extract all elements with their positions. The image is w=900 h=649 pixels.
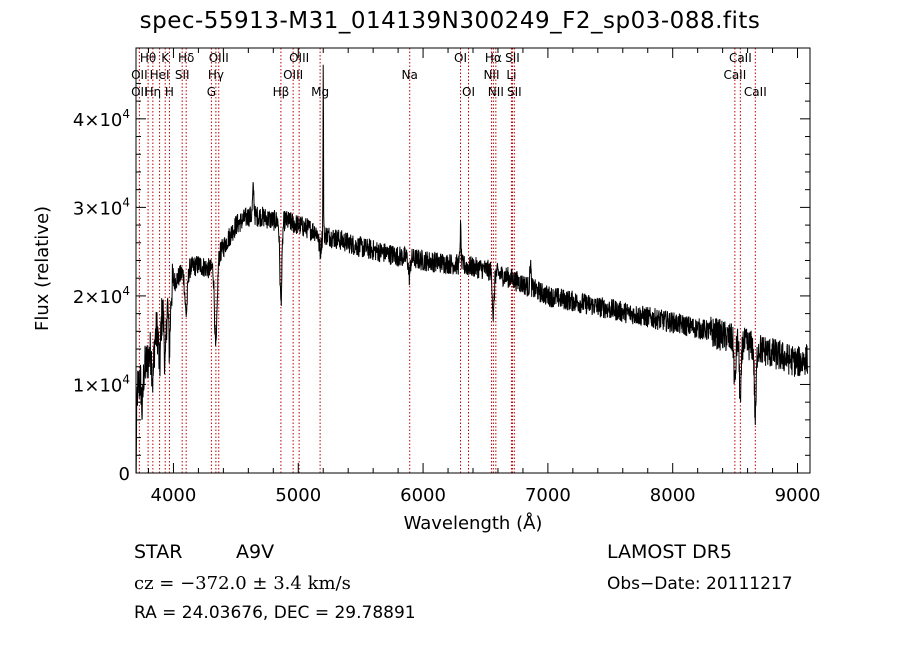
- y-tick-label: 0: [119, 464, 130, 485]
- x-axis-label: Wavelength (Å): [404, 512, 543, 534]
- line-marker-label: NII: [483, 68, 499, 82]
- line-marker-label: Mg: [311, 85, 329, 99]
- line-marker-label: OIII: [289, 51, 309, 65]
- spectrum-line: [135, 64, 808, 474]
- line-marker-label: OI: [454, 51, 467, 65]
- object-subclass: A9V: [236, 541, 275, 563]
- y-axis-label: Flux (relative): [32, 206, 53, 331]
- x-tick-label: 8000: [650, 485, 696, 506]
- y-tick-label: 1×104: [73, 372, 130, 396]
- line-marker-label: HeI: [150, 68, 170, 82]
- line-marker-label: CaII: [729, 51, 752, 65]
- line-marker-label: NII: [488, 85, 504, 99]
- line-marker-label: OIII: [209, 51, 229, 65]
- line-marker-label: OII: [131, 68, 148, 82]
- line-marker-label: SII: [507, 85, 522, 99]
- line-marker-label: OI: [462, 85, 475, 99]
- x-tick-label: 4000: [151, 485, 197, 506]
- x-tick-label: 7000: [525, 485, 571, 506]
- line-marker-label: OIII: [283, 68, 303, 82]
- x-tick-label: 9000: [775, 485, 821, 506]
- x-tick-label: 6000: [400, 485, 446, 506]
- line-marker-label: SII: [175, 68, 190, 82]
- y-tick-label: 3×104: [73, 195, 130, 219]
- survey-name: LAMOST DR5: [607, 541, 732, 563]
- line-marker-label: Hθ: [140, 51, 156, 65]
- x-tick-label: 5000: [275, 485, 321, 506]
- line-markers: [138, 48, 756, 473]
- chart-title: spec-55913-M31_014139N300249_F2_sp03-088…: [139, 8, 761, 34]
- line-marker-label: CaII: [744, 85, 767, 99]
- line-marker-label: H: [165, 85, 174, 99]
- line-marker-label: Na: [402, 68, 418, 82]
- observation-date: Obs−Date: 20111217: [607, 574, 793, 594]
- object-class: STAR: [134, 541, 183, 563]
- redshift-cz: cz = −372.0 ± 3.4 km/s: [134, 573, 351, 594]
- ra-dec-coordinates: RA = 24.03676, DEC = 29.78891: [134, 603, 416, 623]
- line-marker-label: Hβ: [273, 85, 290, 99]
- y-tick-label: 2×104: [73, 284, 130, 308]
- line-marker-label: Hη: [145, 85, 162, 99]
- line-marker-label: Hδ: [178, 51, 194, 65]
- y-tick-label: 4×104: [73, 107, 130, 131]
- x-axis: 4000 5000 6000 7000 8000 9000: [147, 48, 821, 506]
- line-marker-label: K: [161, 51, 170, 65]
- line-marker-label: G: [207, 85, 216, 99]
- line-marker-label: SII: [505, 51, 520, 65]
- line-marker-label: CaII: [723, 68, 746, 82]
- line-marker-label: Li: [506, 68, 516, 82]
- line-marker-label: Hγ: [208, 68, 224, 82]
- line-marker-label: OII: [131, 85, 148, 99]
- y-axis: 0 1×104 2×104 3×104 4×104: [73, 82, 810, 485]
- line-marker-label: Hα: [485, 51, 502, 65]
